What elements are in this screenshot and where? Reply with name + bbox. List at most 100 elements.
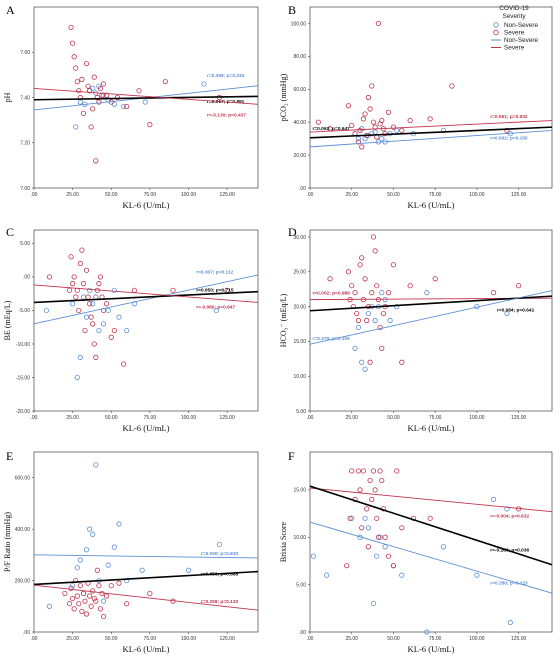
fit-annotation-non-severe: r=0.002; p=0.150 xyxy=(490,135,528,141)
point-severe xyxy=(88,603,94,609)
point-non-severe xyxy=(93,462,99,468)
fit-line-severe xyxy=(33,284,259,303)
point-severe xyxy=(364,506,370,512)
point-severe xyxy=(516,283,522,289)
point-severe xyxy=(83,267,90,273)
panel-letter: B xyxy=(288,3,296,17)
panel-a: A .00 25.00 50.00 75.00 100.00 125.00 7.00 7.20 7… xyxy=(3,3,259,210)
fit-line-overall xyxy=(33,570,259,586)
legend: COVID-19SeverityNon-SevereSevereNon-Seve… xyxy=(491,5,539,52)
point-severe xyxy=(367,359,373,365)
point-severe xyxy=(375,534,382,540)
point-severe xyxy=(104,301,110,307)
y-tick-label: 5.00 xyxy=(296,582,306,588)
point-non-severe xyxy=(116,314,122,320)
point-severe xyxy=(427,515,433,521)
point-non-severe xyxy=(377,534,383,540)
point-severe xyxy=(432,276,438,282)
point-severe xyxy=(374,515,380,521)
point-severe xyxy=(96,281,102,287)
fit-annotation-severe: r=-0.130; p=0.437 xyxy=(207,113,246,119)
y-tick-label: 80.00 xyxy=(293,54,306,60)
point-severe xyxy=(79,608,85,615)
x-tick-label: 50.00 xyxy=(387,415,400,421)
plot-frame xyxy=(33,229,259,412)
y-tick-label: -5.00 xyxy=(19,308,31,314)
point-severe xyxy=(364,317,370,324)
point-non-severe xyxy=(362,515,368,521)
point-non-severe xyxy=(365,525,372,531)
point-severe xyxy=(390,563,397,569)
point-severe xyxy=(68,254,74,260)
point-non-severe xyxy=(74,374,80,381)
point-severe xyxy=(76,307,82,314)
point-non-severe xyxy=(90,85,96,92)
point-non-severe xyxy=(365,310,372,317)
point-severe xyxy=(377,324,383,331)
point-severe xyxy=(46,274,53,280)
fit-line-overall xyxy=(33,290,259,304)
y-tick-label: .00 xyxy=(23,275,30,281)
fit-line-severe xyxy=(33,88,259,105)
fit-line-non-severe xyxy=(309,521,553,594)
point-severe xyxy=(367,106,373,112)
point-severe xyxy=(367,477,373,484)
point-non-severe xyxy=(80,294,87,300)
x-tick-label: 75.00 xyxy=(429,636,442,642)
x-tick-label: 25.00 xyxy=(345,415,358,421)
point-severe xyxy=(87,593,93,599)
x-tick-label: 50.00 xyxy=(105,415,118,421)
x-tick-label: 25.00 xyxy=(345,636,358,642)
point-non-severe xyxy=(387,317,393,324)
point-severe xyxy=(88,314,94,320)
y-tick-label: 400.00 xyxy=(15,527,31,533)
point-severe xyxy=(77,583,83,589)
point-severe xyxy=(94,567,100,573)
point-non-severe xyxy=(100,598,107,604)
point-severe xyxy=(82,598,88,604)
y-tick-label: 60.00 xyxy=(293,87,306,93)
point-severe xyxy=(97,274,104,280)
point-severe xyxy=(399,525,405,531)
y-tick-label: .00 xyxy=(299,186,306,192)
point-severe xyxy=(327,276,333,282)
panel-letter: C xyxy=(6,225,14,239)
point-severe xyxy=(71,54,77,60)
point-non-severe xyxy=(77,354,83,360)
point-non-severe xyxy=(216,541,222,548)
fit-line-non-severe xyxy=(309,129,553,148)
point-non-severe xyxy=(100,321,107,327)
y-tick-label: 25.00 xyxy=(293,270,306,276)
point-severe xyxy=(97,606,104,612)
y-tick-label: .00 xyxy=(299,630,306,636)
x-tick-label: .00 xyxy=(31,415,38,421)
y-tick-label: 40.00 xyxy=(293,120,306,126)
point-non-severe xyxy=(324,572,330,578)
x-tick-label: 125.00 xyxy=(511,415,527,421)
point-severe xyxy=(73,294,79,300)
x-axis-label: KL-6 (U/mL) xyxy=(407,644,454,654)
point-severe xyxy=(93,598,99,604)
point-non-severe xyxy=(374,553,380,559)
point-severe xyxy=(374,283,380,289)
point-non-severe xyxy=(43,307,49,314)
point-severe xyxy=(362,276,368,282)
point-non-severe xyxy=(77,99,83,105)
point-severe xyxy=(362,111,368,117)
point-severe xyxy=(71,606,77,612)
point-severe xyxy=(359,255,365,261)
y-tick-label: 7.20 xyxy=(20,141,30,147)
point-severe xyxy=(124,103,130,110)
fit-annotation-severe: r=0.061; p=0.632 xyxy=(490,114,528,120)
point-severe xyxy=(504,127,510,134)
x-tick-label: .00 xyxy=(307,415,314,421)
point-non-severe xyxy=(394,303,400,310)
point-non-severe xyxy=(90,531,96,537)
fit-line-overall xyxy=(33,95,259,101)
y-tick-label: 20.00 xyxy=(293,153,306,159)
y-tick-label: -10.00 xyxy=(16,342,30,348)
x-tick-label: 75.00 xyxy=(429,192,442,198)
y-axis-label: HCO₃⁻ (mEq/L) xyxy=(279,293,288,347)
